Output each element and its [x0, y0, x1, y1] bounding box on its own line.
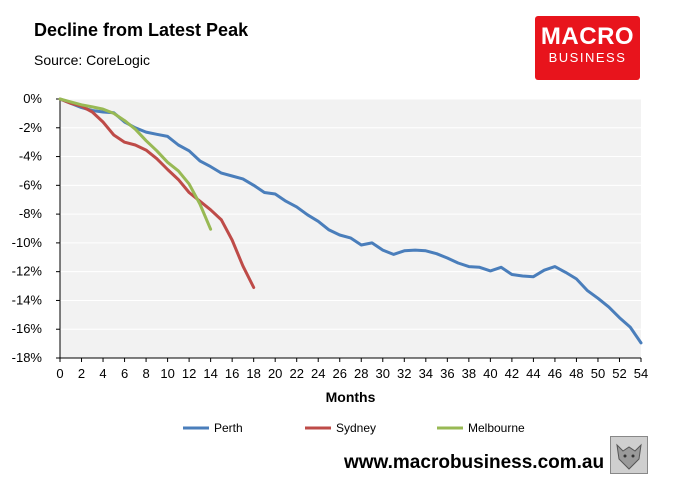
- x-tick-label: 26: [333, 366, 347, 381]
- x-tick-label: 8: [142, 366, 149, 381]
- logo-line-business: BUSINESS: [548, 50, 627, 65]
- x-tick-label: 48: [569, 366, 583, 381]
- x-tick-label: 30: [376, 366, 390, 381]
- x-tick-label: 50: [591, 366, 605, 381]
- x-tick-label: 42: [505, 366, 519, 381]
- chart-source: Source: CoreLogic: [34, 52, 150, 68]
- x-tick-label: 10: [160, 366, 174, 381]
- y-tick-label: -4%: [19, 149, 43, 164]
- series-line-melbourne: [58, 97, 213, 231]
- x-tick-label: 38: [462, 366, 476, 381]
- series-line-sydney: [58, 97, 256, 289]
- x-tick-label: 32: [397, 366, 411, 381]
- legend: Perth Sydney Melbourne: [183, 421, 525, 435]
- wolf-mascot-icon: [610, 436, 648, 474]
- x-tick-label: 4: [99, 366, 106, 381]
- x-tick-label: 0: [56, 366, 63, 381]
- x-tick-label: 24: [311, 366, 325, 381]
- series-line-perth: [58, 97, 643, 345]
- macrobusiness-logo: MACRO BUSINESS: [535, 16, 640, 80]
- x-tick-label: 46: [548, 366, 562, 381]
- x-tick-label: 44: [526, 366, 540, 381]
- y-tick-label: -18%: [12, 350, 43, 365]
- series-lines: [58, 97, 643, 345]
- website-url: www.macrobusiness.com.au: [344, 452, 605, 473]
- x-tick-label: 54: [634, 366, 648, 381]
- x-tick-label: 28: [354, 366, 368, 381]
- axes: 0%-2%-4%-6%-8%-10%-12%-14%-16%-18%0 2 4 6 8 1…: [12, 91, 649, 405]
- y-tick-label: -8%: [19, 206, 43, 221]
- plot-area: [60, 99, 641, 358]
- x-tick-label: 2: [78, 366, 85, 381]
- y-tick-label: 0%: [23, 91, 42, 106]
- chart-title: Decline from Latest Peak: [34, 20, 249, 40]
- legend-label-sydney: Sydney: [336, 421, 376, 435]
- y-tick-label: -10%: [12, 235, 43, 250]
- plot-background: [60, 99, 641, 358]
- x-tick-label: 12: [182, 366, 196, 381]
- y-tick-label: -2%: [19, 120, 43, 135]
- x-tick-label: 18: [246, 366, 260, 381]
- x-tick-label: 16: [225, 366, 239, 381]
- x-axis-title: Months: [326, 389, 376, 405]
- x-tick-label: 20: [268, 366, 282, 381]
- y-tick-label: -6%: [19, 177, 43, 192]
- x-tick-label: 14: [203, 366, 217, 381]
- x-tick-label: 6: [121, 366, 128, 381]
- x-tick-label: 52: [612, 366, 626, 381]
- x-tick-label: 34: [419, 366, 433, 381]
- x-tick-label: 22: [289, 366, 303, 381]
- x-tick-label: 36: [440, 366, 454, 381]
- x-tick-label: 40: [483, 366, 497, 381]
- y-tick-label: -16%: [12, 321, 43, 336]
- logo-line-macro: MACRO: [540, 23, 635, 50]
- legend-label-perth: Perth: [214, 421, 243, 435]
- legend-label-melbourne: Melbourne: [468, 421, 525, 435]
- y-tick-label: -14%: [12, 292, 43, 307]
- y-tick-label: -12%: [12, 264, 43, 279]
